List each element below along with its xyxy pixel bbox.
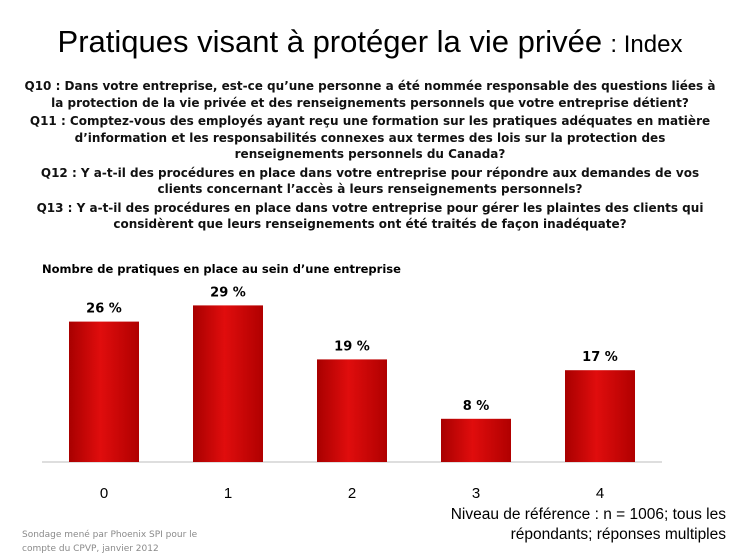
question-q10: Q10 : Dans votre entreprise, est-ce qu’u… xyxy=(24,79,716,110)
data-label-0: 26 % xyxy=(86,302,122,317)
x-tick-label-4: 4 xyxy=(596,485,604,502)
base-note: Niveau de référence : n = 1006; tous les… xyxy=(450,506,726,543)
bar-3 xyxy=(441,418,511,462)
data-label-1: 29 % xyxy=(210,285,246,300)
x-tick-label-3: 3 xyxy=(472,485,480,502)
slide-title: Pratiques visant à protéger la vie privé… xyxy=(0,22,740,65)
bar-2 xyxy=(317,359,387,462)
bar-0 xyxy=(69,321,139,462)
bar-1 xyxy=(193,305,263,462)
question-q12: Q12 : Y a-t-il des procédures en place d… xyxy=(40,165,700,197)
title-suffix: : Index xyxy=(610,31,683,58)
data-label-2: 19 % xyxy=(334,339,370,354)
data-label-3: 8 % xyxy=(463,399,490,414)
question-q13: Q13 : Y a-t-il des procédures en place d… xyxy=(36,200,704,232)
questions-block: Q10 : Dans votre entreprise, est-ce qu’u… xyxy=(22,78,718,235)
x-tick-label-1: 1 xyxy=(224,485,232,502)
chart-title: Nombre de pratiques en place au sein d’u… xyxy=(42,262,401,276)
bar-4 xyxy=(565,370,635,462)
title-main: Pratiques visant à protéger la vie privé… xyxy=(57,24,603,59)
source-note: Sondage mené par Phoenix SPI pour le com… xyxy=(22,530,198,554)
question-q11: Q11 : Comptez-vous des employés ayant re… xyxy=(29,114,711,161)
x-tick-label-0: 0 xyxy=(100,485,108,502)
x-tick-label-2: 2 xyxy=(348,485,356,502)
data-label-4: 17 % xyxy=(582,350,618,365)
